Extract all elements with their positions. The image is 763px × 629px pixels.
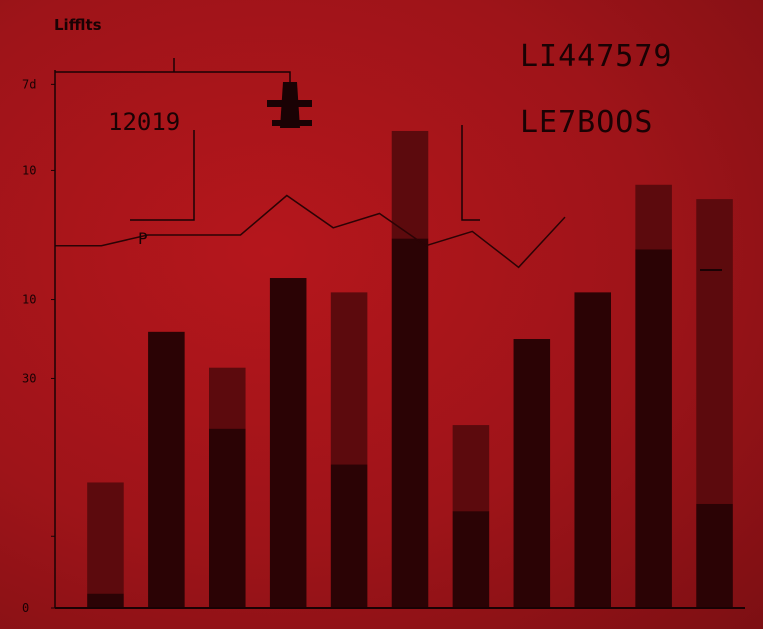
bar-lower-segment	[209, 428, 246, 608]
y-tick-label: 0	[22, 601, 29, 615]
bar-lower-segment	[696, 503, 733, 608]
y-tick-label: 10	[22, 293, 36, 307]
bar-lower-segment	[87, 593, 124, 608]
y-tick-label: 7d	[22, 77, 36, 91]
annotation-small: P	[138, 229, 148, 248]
annotation-left: 12019	[108, 108, 180, 136]
y-tick-label: 10	[22, 163, 36, 177]
y-axis: 0 30 10 10 7d	[22, 77, 55, 615]
bar-lower-segment	[452, 511, 490, 608]
bar-lower-segment	[330, 464, 368, 608]
bar-lower-segment	[148, 331, 185, 608]
bar-upper-segment	[391, 130, 429, 239]
bar-lower-segment	[513, 339, 551, 608]
chart-title: Lifflts	[54, 16, 102, 34]
bar-series	[87, 130, 733, 609]
bar-upper-segment	[330, 292, 368, 465]
line-series	[55, 194, 566, 269]
bar-upper-segment	[209, 367, 246, 429]
annotation-right: LE7BOOS	[520, 105, 653, 140]
bar-lower-segment	[391, 238, 429, 608]
bracket-marker	[55, 71, 291, 92]
bar-lower-segment	[574, 292, 611, 608]
bar-lower-segment	[635, 249, 672, 609]
pin-marker-icon	[267, 82, 312, 128]
bar-upper-segment	[635, 184, 672, 250]
bar-upper-segment	[696, 199, 733, 504]
y-tick-label: 30	[22, 371, 36, 385]
line-series-path	[55, 194, 566, 269]
bar-upper-segment	[87, 482, 124, 594]
right-bracket	[461, 125, 480, 221]
callout-line	[130, 130, 195, 221]
bar-upper-segment	[452, 425, 490, 512]
annotation-top-right: LI447579	[520, 39, 673, 74]
bar-lower-segment	[269, 278, 307, 608]
